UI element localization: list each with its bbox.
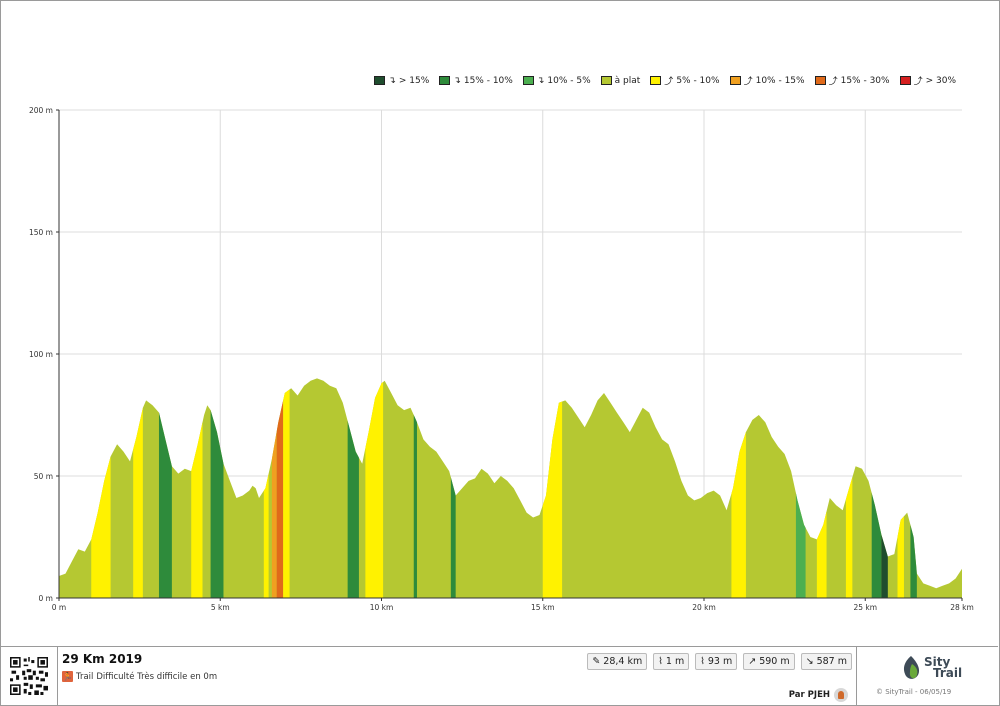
y-tick-label: 50 m [34,472,53,481]
ascent-arrow-icon: ⤴ [664,77,674,87]
leaf-logo-icon [903,656,920,679]
legend-label: à plat [614,75,641,86]
stat-value: 1 m [665,656,685,667]
legend-label: 10% - 15% [755,75,805,86]
stat-badge: ⌇ 93 m [695,653,738,670]
legend-item[interactable]: ↴ > 15% [374,76,429,86]
runner-icon: 🏃 [62,671,73,682]
legend-swatch [899,76,911,85]
legend-label: 5% - 10% [676,75,720,86]
footer-divider [57,647,58,705]
legend-swatch [600,76,612,85]
slope-band [283,378,290,598]
stat-value: 93 m [707,656,733,667]
x-tick-label: 5 km [211,603,230,612]
legend-item[interactable]: ↴ 10% - 5% [522,75,591,86]
legend-swatch [522,76,534,85]
descent-arrow-icon: ↴ [388,75,396,86]
footer: 29 Km 2019 🏃 Trail Difficulté Très diffi… [0,646,998,705]
footer-divider [856,647,857,705]
stat-value: 590 m [759,656,790,667]
legend-swatch [374,76,386,85]
slope-band [271,378,277,598]
legend-label: 15% - 10% [463,75,513,86]
x-tick-label: 10 km [370,603,394,612]
legend-swatch [439,76,451,85]
descent-arrow-icon: ↴ [536,75,545,86]
brand-line-2: Trail [933,666,963,680]
elevation-chart: 0 m 50 m 100 m 150 m 200 m 0 m 5 km 10 km 15 km 2… [29,106,974,612]
trail-stats: ✎ 28,4 km ⌇ 1 m ⌇ 93 m ↗ 590 m ↘ 587 m [587,653,852,670]
slope-band [450,378,456,598]
stat-value: 587 m [816,656,847,667]
trail-title[interactable]: 29 Km 2019 [62,652,143,666]
y-tick-label: 0 m [39,594,53,603]
y-tick-label: 150 m [29,228,53,237]
stat-badge: ↗ 590 m [743,653,795,670]
descent-arrow-icon: ↴ [453,75,461,86]
sitytrail-logo[interactable]: Sity Trail [900,655,963,685]
legend-item[interactable]: ⤴ 15% - 30% [814,74,890,87]
x-tick-label: 25 km [853,603,877,612]
x-tick-label: 0 m [52,603,66,612]
slope-band [413,378,417,598]
stat-badge: ✎ 28,4 km [587,653,648,670]
legend-label: 15% - 30% [840,75,890,86]
slope-band [263,378,269,598]
slope-band [276,378,284,598]
copyright: © SityTrail - 06/05/19 [876,688,952,696]
ascent-icon: ↗ [748,656,757,667]
brand-name: Sity Trail [924,655,963,680]
slope-band [347,378,359,598]
ascent-arrow-icon: ⤴ [743,77,753,87]
y-tick-label: 200 m [29,106,53,115]
user-icon [838,691,844,699]
x-tick-label: 28 km [950,603,974,612]
stat-badge: ⌇ 1 m [653,653,690,670]
author-name: Par PJEH [788,690,830,700]
slope-band [191,378,203,598]
x-tick-label: 20 km [692,603,716,612]
legend-swatch [814,76,826,85]
legend-item[interactable]: ⤴ 10% - 15% [729,74,805,87]
distance-icon: ✎ [592,656,601,667]
slope-band [365,378,384,598]
legend-label: > 15% [398,75,430,86]
slope-band [845,378,853,598]
max-altitude-icon: ⌇ [700,656,705,667]
slope-band [133,378,143,598]
legend-swatch [650,76,662,85]
activity-label: Trail [76,671,94,682]
legend-label: > 30% [925,75,956,86]
brand-line-1: Sity [924,655,951,669]
stat-value: 28,4 km [603,656,643,667]
legend-item[interactable]: à plat [600,75,641,86]
legend-label: 10% - 5% [547,75,591,86]
descent-icon: ↘ [805,656,814,667]
stat-badge: ↘ 587 m [800,653,852,670]
difficulty-label: Difficulté Très difficile en 0m [96,671,218,682]
chart-legend: ↴ > 15% ↴ 15% - 10% ↴ 10% - 5% à plat ⤴ 5% - 10%… [374,74,956,87]
avatar[interactable] [834,688,848,702]
legend-item[interactable]: ⤴ > 30% [899,74,956,87]
x-tick-label: 15 km [531,603,555,612]
legend-item[interactable]: ⤴ 5% - 10% [650,74,720,87]
author[interactable]: Par PJEH [789,688,848,702]
y-tick-label: 100 m [29,350,53,359]
min-altitude-icon: ⌇ [658,656,663,667]
qr-code-icon[interactable] [10,657,48,695]
legend-item[interactable]: ↴ 15% - 10% [439,76,513,86]
ascent-arrow-icon: ⤴ [828,77,838,87]
ascent-arrow-icon: ⤴ [913,77,923,87]
trail-meta: 🏃 Trail Difficulté Très difficile en 0m [62,671,217,682]
legend-swatch [729,76,741,85]
